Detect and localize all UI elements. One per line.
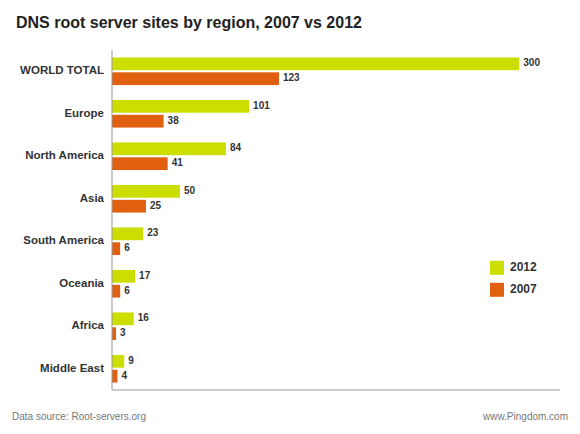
legend: 2012 2007 bbox=[490, 260, 537, 297]
data-label: 38 bbox=[168, 115, 180, 126]
data-label: 6 bbox=[124, 285, 130, 296]
data-label: 16 bbox=[138, 312, 150, 323]
bars bbox=[112, 57, 519, 382]
bar bbox=[112, 312, 134, 325]
data-label: 84 bbox=[230, 142, 242, 153]
data-label: 9 bbox=[128, 355, 134, 366]
bar bbox=[112, 270, 135, 283]
category-label: Middle East bbox=[40, 362, 104, 374]
bar bbox=[112, 185, 180, 198]
data-label: 50 bbox=[184, 185, 196, 196]
chart-svg: DNS root server sites by region, 2007 vs… bbox=[0, 0, 580, 434]
bar bbox=[112, 72, 279, 85]
bar bbox=[112, 285, 120, 298]
data-label: 3 bbox=[120, 327, 126, 338]
data-label: 6 bbox=[124, 242, 130, 253]
category-label: WORLD TOTAL bbox=[20, 64, 104, 76]
bar bbox=[112, 100, 249, 113]
bar bbox=[112, 227, 143, 240]
y-axis-line bbox=[112, 50, 113, 390]
category-label: South America bbox=[23, 234, 104, 246]
x-axis-line bbox=[112, 390, 560, 391]
data-label: 101 bbox=[253, 100, 270, 111]
data-label: 41 bbox=[172, 157, 184, 168]
title: DNS root server sites by region, 2007 vs… bbox=[16, 14, 362, 31]
category-label: North America bbox=[25, 149, 104, 161]
bar bbox=[112, 57, 519, 70]
data-label: 300 bbox=[523, 57, 540, 68]
category-label: Asia bbox=[80, 192, 105, 204]
bar bbox=[112, 370, 117, 383]
legend-label: 2012 bbox=[510, 260, 537, 274]
footer-note: www.Pingdom.com bbox=[482, 411, 568, 422]
chart-container: DNS root server sites by region, 2007 vs… bbox=[0, 0, 580, 434]
bar bbox=[112, 327, 116, 340]
bar bbox=[112, 242, 120, 255]
data-label: 25 bbox=[150, 200, 162, 211]
category-label: Europe bbox=[64, 107, 104, 119]
category-label: Oceania bbox=[59, 277, 104, 289]
bar bbox=[112, 115, 164, 128]
bar bbox=[112, 142, 226, 155]
bar bbox=[112, 157, 168, 170]
data-label: 17 bbox=[139, 270, 151, 281]
legend-swatch bbox=[490, 283, 504, 297]
data-label: 23 bbox=[147, 227, 159, 238]
legend-swatch bbox=[490, 261, 504, 275]
category-label: Africa bbox=[71, 319, 104, 331]
bar bbox=[112, 200, 146, 213]
bar bbox=[112, 355, 124, 368]
data-label: 123 bbox=[283, 72, 300, 83]
footer-note: Data source: Root-servers.org bbox=[12, 411, 146, 422]
data-label: 4 bbox=[121, 370, 127, 381]
legend-label: 2007 bbox=[510, 282, 537, 296]
